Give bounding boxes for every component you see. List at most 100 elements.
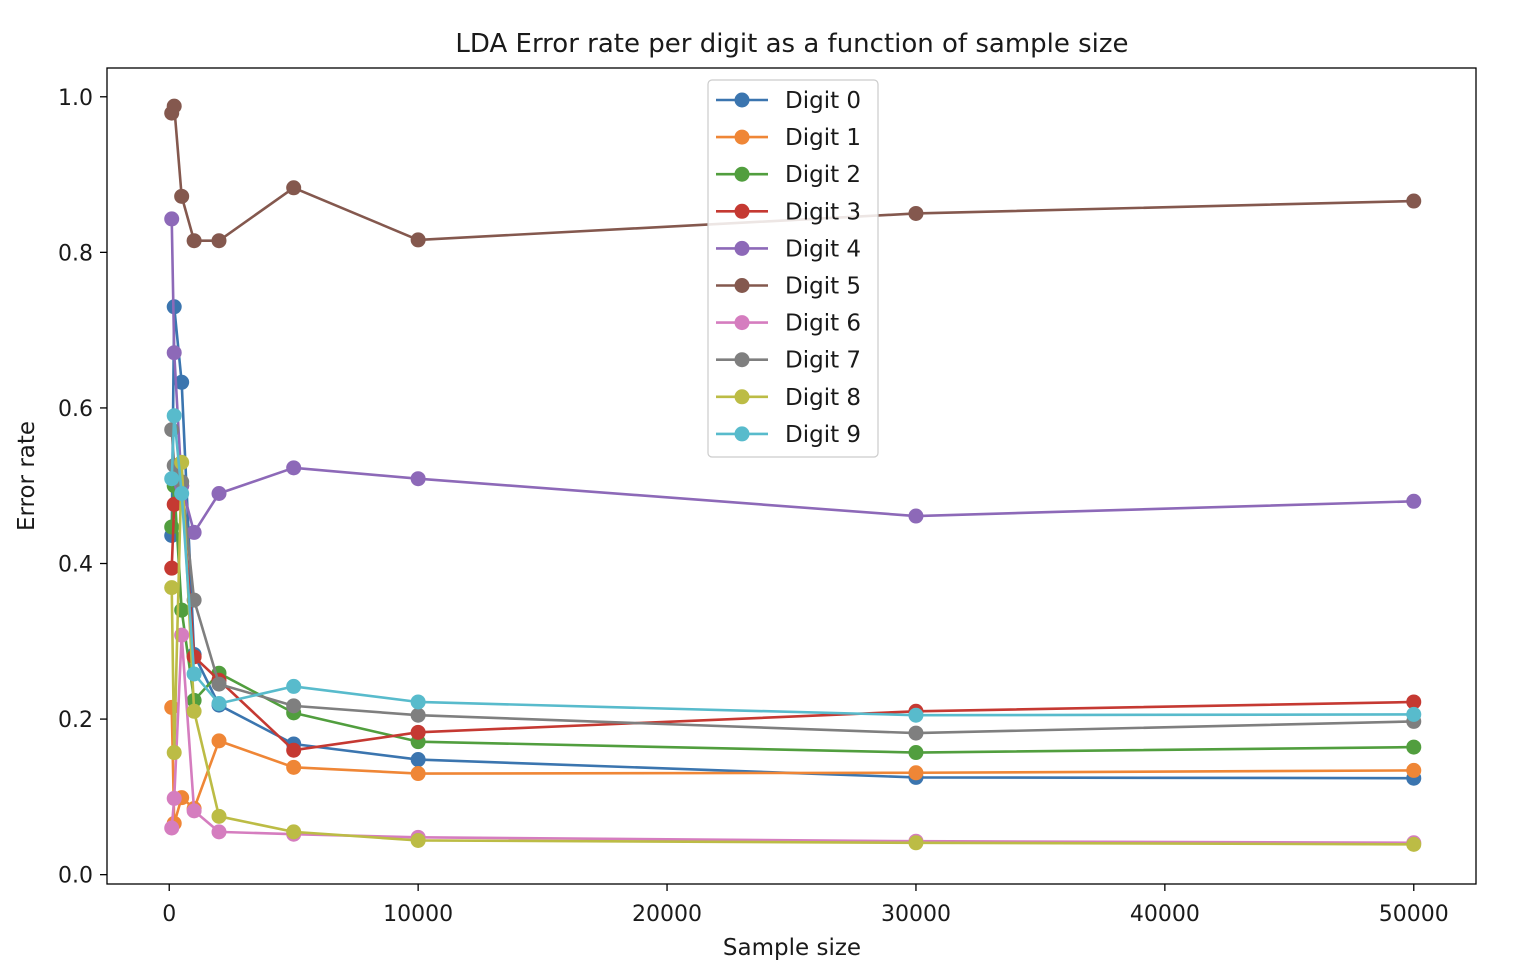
legend-entry: Digit 8 <box>716 385 861 411</box>
series-layer <box>164 98 1422 852</box>
series-digit-8 <box>164 454 1422 852</box>
data-point <box>186 524 202 540</box>
chart-title: LDA Error rate per digit as a function o… <box>455 29 1128 59</box>
data-point <box>164 820 180 836</box>
data-point <box>1406 836 1422 852</box>
legend-label: Digit 8 <box>785 385 861 411</box>
x-axis: 0 10000 20000 30000 40000 50000 <box>162 884 1449 927</box>
data-point <box>186 803 202 819</box>
data-point <box>186 233 202 249</box>
data-point <box>164 580 180 596</box>
y-tick-label: 0.4 <box>58 553 93 578</box>
legend-entry: Digit 9 <box>716 422 861 448</box>
data-point <box>211 696 227 712</box>
data-point <box>410 707 426 723</box>
data-point <box>166 745 182 761</box>
data-point <box>410 766 426 782</box>
legend-marker <box>734 389 750 405</box>
x-tick-label: 20000 <box>632 902 702 927</box>
legend-label: Digit 1 <box>785 125 861 151</box>
data-point <box>174 374 190 390</box>
data-point <box>286 742 302 758</box>
data-point <box>211 808 227 824</box>
data-point <box>286 460 302 476</box>
legend-label: Digit 4 <box>785 236 861 262</box>
y-tick-label: 0.0 <box>58 864 93 889</box>
series-digit-1 <box>164 699 1422 831</box>
data-point <box>1406 694 1422 710</box>
data-point <box>410 752 426 768</box>
data-point <box>908 707 924 723</box>
series-digit-9 <box>164 408 1422 723</box>
x-tick-label: 40000 <box>1130 902 1200 927</box>
plot-frame <box>106 67 1477 885</box>
data-point <box>211 733 227 749</box>
data-point <box>410 832 426 848</box>
data-point <box>186 703 202 719</box>
legend-marker <box>734 166 750 182</box>
data-point <box>164 211 180 227</box>
x-tick-label: 50000 <box>1379 902 1449 927</box>
legend-marker <box>734 352 750 368</box>
x-tick-label: 30000 <box>881 902 951 927</box>
data-point <box>166 408 182 424</box>
data-point <box>1406 493 1422 509</box>
legend-label: Digit 6 <box>785 311 861 337</box>
data-point <box>1406 762 1422 778</box>
x-axis-label: Sample size <box>723 935 861 961</box>
data-point <box>174 188 190 204</box>
data-point <box>1406 706 1422 722</box>
legend-entry: Digit 6 <box>716 311 861 337</box>
series-line <box>170 429 1414 735</box>
legend-label: Digit 5 <box>785 274 861 300</box>
legend-entry: Digit 3 <box>716 199 861 225</box>
data-point <box>164 471 180 487</box>
data-point <box>410 694 426 710</box>
legend-entry: Digit 7 <box>716 348 861 374</box>
data-point <box>211 676 227 692</box>
y-tick-label: 1.0 <box>58 86 93 111</box>
data-point <box>174 454 190 470</box>
legend-label: Digit 9 <box>785 422 861 448</box>
y-axis: 0.0 0.2 0.4 0.6 0.8 1.0 <box>58 86 107 889</box>
series-line <box>170 414 1414 717</box>
legend-entry: Digit 4 <box>716 236 861 262</box>
data-point <box>908 745 924 761</box>
y-tick-label: 0.6 <box>58 397 93 422</box>
legend-marker <box>734 203 750 219</box>
data-point <box>908 835 924 851</box>
series-line <box>170 461 1414 846</box>
data-point <box>166 345 182 361</box>
legend: Digit 0 Digit 1 Digit 2 Digit 3 Digit 4 Digit… <box>707 79 879 458</box>
legend-marker <box>734 92 750 108</box>
data-point <box>166 496 182 512</box>
x-tick-label: 10000 <box>383 902 453 927</box>
legend-marker <box>734 426 750 442</box>
y-tick-label: 0.8 <box>58 241 93 266</box>
data-point <box>410 232 426 248</box>
legend-label: Digit 3 <box>785 199 861 225</box>
data-point <box>286 824 302 840</box>
legend-marker <box>734 315 750 331</box>
data-point <box>410 471 426 487</box>
data-point <box>908 765 924 781</box>
legend-entry: Digit 0 <box>716 88 861 114</box>
series-digit-4 <box>164 211 1422 540</box>
data-point <box>166 98 182 114</box>
data-point <box>211 233 227 249</box>
data-point <box>908 205 924 221</box>
legend-marker <box>734 129 750 145</box>
legend-marker <box>734 240 750 256</box>
legend-label: Digit 0 <box>785 88 861 114</box>
data-point <box>1406 739 1422 755</box>
data-point <box>174 486 190 502</box>
legend-label: Digit 7 <box>785 348 861 374</box>
data-point <box>1406 193 1422 209</box>
data-point <box>166 790 182 806</box>
data-point <box>286 678 302 694</box>
data-point <box>211 824 227 840</box>
data-point <box>211 486 227 502</box>
y-tick-label: 0.2 <box>58 708 93 733</box>
data-point <box>410 724 426 740</box>
